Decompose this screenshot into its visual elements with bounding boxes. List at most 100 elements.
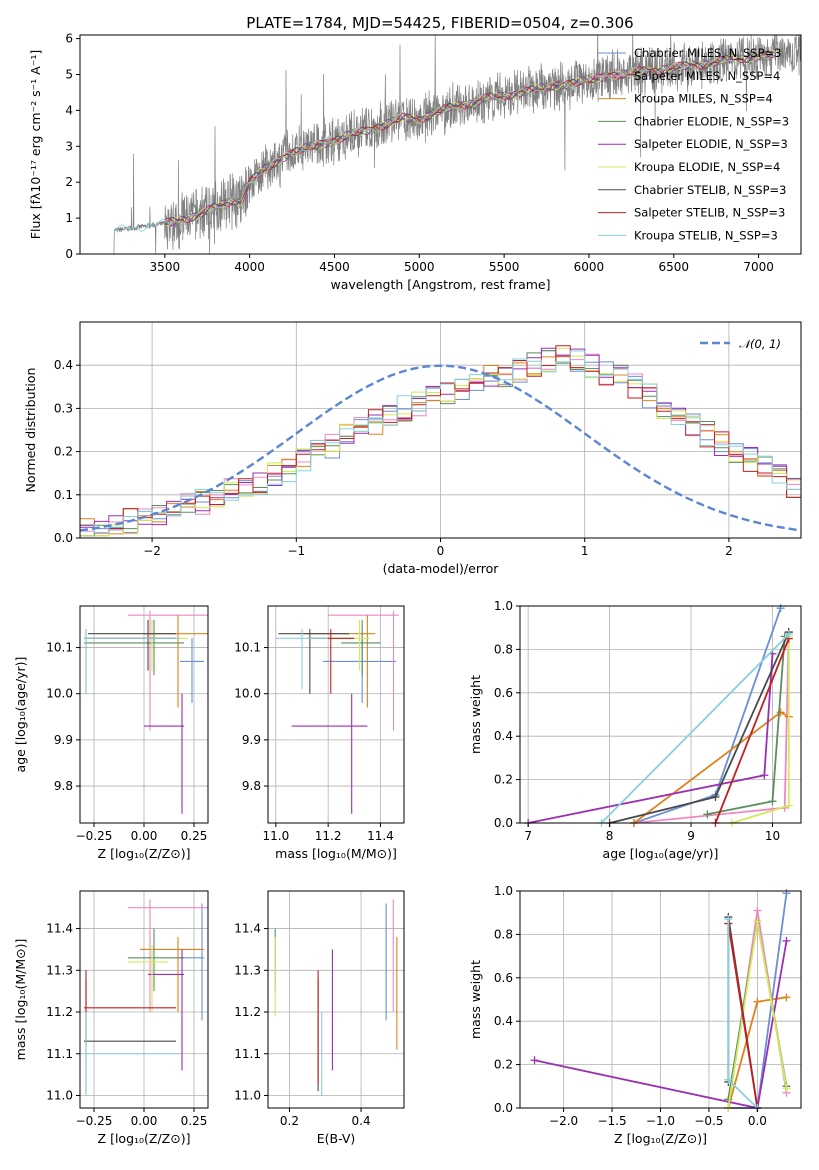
y-tick-label: 10.1 (46, 641, 73, 655)
plot-area (274, 899, 398, 1096)
data-point-marker (724, 1075, 733, 1084)
data-point-marker (753, 917, 762, 926)
data-point-marker (711, 792, 720, 801)
x-axis-label: Z [log₁₀(Z/Z⊙)] (98, 1131, 191, 1146)
histogram-step (80, 350, 801, 534)
mass-weight-vs-metallicity-panel: mass weight −2.0 −1.5 −1.0 −0.5 0.0 0.0 0.2 0.4 0… (468, 884, 802, 1146)
y-axis-label: Normed distribution (23, 368, 38, 493)
y-tick-label: 9.9 (54, 733, 73, 747)
y-tick-label: 10.1 (234, 641, 261, 655)
y-tick-label: 6 (65, 32, 73, 46)
axis-ticks: −0.25 0.00 0.25 9.8 9.9 10.0 10.1 (46, 641, 207, 843)
y-tick-label: 1.0 (494, 599, 513, 613)
legend-label: Kroupa ELODIE, N_SSP=4 (634, 160, 780, 174)
axis-ticks: −0.25 0.00 0.25 11.0 11.1 11.2 11.3 11.4 (46, 922, 207, 1128)
y-tick-label: 0.4 (494, 729, 513, 743)
x-tick-label: −1.0 (646, 1114, 675, 1128)
axis-ticks: −2.0 −1.5 −1.0 −0.5 0.0 0.0 0.2 0.4 0.6 0.8 1.0 (494, 884, 767, 1128)
legend-label: Salpeter MILES, N_SSP=4 (634, 69, 780, 83)
x-tick-label: 7000 (743, 260, 774, 274)
legend-label: 𝒩(0, 1) (739, 337, 781, 351)
x-tick-label: 0.0 (748, 1114, 767, 1128)
y-tick-label: 11.0 (234, 1088, 261, 1102)
y-tick-label: 0.2 (494, 773, 513, 787)
data-point-marker (753, 997, 762, 1006)
y-tick-label: 11.2 (46, 1005, 73, 1019)
legend-label: Salpeter ELODIE, N_SSP=3 (634, 137, 788, 151)
model-spectrum-line (164, 51, 776, 224)
y-tick-label: 11.3 (234, 963, 261, 977)
legend: Chabrier MILES, N_SSP=3 Salpeter MILES, N… (598, 46, 789, 242)
x-tick-label: −0.5 (694, 1114, 723, 1128)
y-tick-label: 11.4 (234, 922, 261, 936)
data-point-marker (703, 810, 712, 819)
axes-frame (267, 890, 405, 1109)
legend-label: Chabrier MILES, N_SSP=3 (634, 46, 781, 60)
y-tick-label: 9.8 (54, 779, 73, 793)
x-tick-label: 0.4 (352, 1114, 371, 1128)
legend: 𝒩(0, 1) (700, 337, 781, 351)
data-point-marker (753, 906, 762, 915)
data-point-marker (782, 936, 791, 945)
mass-weight-vs-age-panel: mass weight 7 8 9 10 0.0 0.2 0.4 0.6 0.8 1.0 age [l… (468, 599, 802, 861)
mass-weight-line (600, 633, 790, 824)
x-tick-label: 5500 (489, 260, 520, 274)
legend-label: Kroupa STELIB, N_SSP=3 (634, 228, 778, 242)
y-tick-label: 2 (65, 175, 73, 189)
x-tick-label: 0.25 (181, 829, 208, 843)
x-tick-label: 9 (687, 829, 695, 843)
axis-ticks: 0.2 0.4 11.0 11.1 11.2 11.3 11.4 (234, 922, 370, 1128)
x-tick-label: 1 (581, 544, 589, 558)
y-tick-label: 1.0 (494, 884, 513, 898)
y-tick-label: 0.3 (54, 401, 73, 415)
observed-spectrum (113, 35, 801, 254)
data-point-marker (768, 797, 777, 806)
y-tick-label: 3 (65, 139, 73, 153)
age-vs-metallicity-panel: age [log₁₀(age/yr)] −0.25 0.00 0.25 9.8 9.9 10… (13, 605, 209, 861)
histogram-step (80, 347, 801, 537)
x-axis-label: mass [log₁₀(M/M⊙)] (275, 846, 397, 861)
x-tick-label: −1 (287, 544, 305, 558)
x-tick-label: 11.0 (262, 829, 289, 843)
y-tick-label: 10.0 (234, 687, 261, 701)
y-tick-label: 11.3 (46, 963, 73, 977)
x-tick-label: 4500 (319, 260, 350, 274)
mass-vs-metallicity-panel: mass [log₁₀(M/M⊙)] −0.25 0.00 0.25 11.0 11.1 1… (13, 890, 209, 1146)
model-spectrum-line (113, 52, 776, 233)
data-point-marker (724, 915, 733, 924)
x-tick-label: 6000 (574, 260, 605, 274)
x-tick-label: 11.4 (367, 829, 394, 843)
data-point-marker (776, 604, 785, 613)
legend-label: Chabrier ELODIE, N_SSP=3 (634, 114, 789, 128)
x-tick-label: 0.25 (181, 1114, 208, 1128)
y-tick-label: 1 (65, 211, 73, 225)
axis-ticks: 11.0 11.2 11.4 9.8 9.9 10.0 10.1 (234, 641, 394, 843)
axis-ticks: −2 −1 0 1 2 0.0 0.1 0.2 0.3 0.4 (54, 358, 733, 558)
residual-histogram-panel: Normed distribution −2 −1 0 1 2 0.0 0.1 0.2 0.3 0.… (23, 321, 802, 576)
y-tick-label: 10.0 (46, 687, 73, 701)
y-axis-label: mass weight (468, 675, 483, 754)
y-tick-label: 0.0 (494, 816, 513, 830)
plot-area (84, 899, 208, 1096)
x-tick-label: 0.00 (131, 1114, 158, 1128)
mass-weight-line (633, 631, 790, 824)
mass-weight-line (714, 638, 790, 824)
axes-frame (267, 605, 405, 824)
y-tick-label: 4 (65, 103, 73, 117)
histogram-step (80, 345, 801, 534)
plot-area (275, 610, 399, 814)
data-point-marker (530, 1056, 539, 1065)
y-tick-label: 0.8 (494, 927, 513, 941)
y-tick-label: 11.1 (234, 1047, 261, 1061)
x-tick-label: 8 (606, 829, 614, 843)
normal-curve (79, 364, 802, 532)
legend-label: Salpeter STELIB, N_SSP=3 (634, 206, 785, 220)
y-tick-label: 0.0 (54, 531, 73, 545)
x-tick-label: −2.0 (549, 1114, 578, 1128)
y-tick-label: 0.6 (494, 971, 513, 985)
model-spectrum-line (164, 50, 776, 226)
y-tick-label: 9.8 (242, 779, 261, 793)
x-tick-label: 4000 (234, 260, 265, 274)
data-point-marker (784, 801, 793, 810)
age-vs-mass-panel: 11.0 11.2 11.4 9.8 9.9 10.0 10.1 mass [log₁₀(M/… (234, 605, 405, 861)
